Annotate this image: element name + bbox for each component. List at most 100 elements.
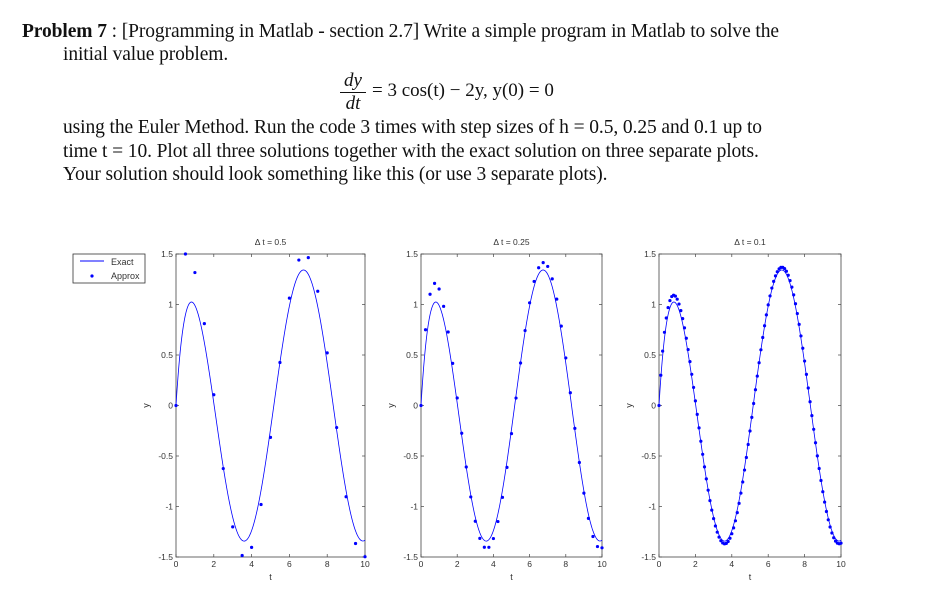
approx-point xyxy=(240,553,244,558)
legend-box xyxy=(72,253,146,284)
subplot-2: 0 2 4 6 8 10 -1.5 -1 -0.5 0 0.5 1 1.5 Δ t = 0.25 t y xyxy=(386,237,607,582)
approx-point xyxy=(423,328,428,332)
x-tick-label: 4 xyxy=(249,559,254,569)
approx-point xyxy=(733,519,738,523)
approx-point xyxy=(657,403,661,408)
approx-point xyxy=(595,544,600,549)
approx-point xyxy=(704,477,708,481)
approx-point xyxy=(325,351,329,355)
approx-point xyxy=(717,535,721,539)
y-tick-label: -1 xyxy=(410,502,418,512)
approx-point xyxy=(695,412,699,416)
approx-point xyxy=(344,495,348,499)
approx-point xyxy=(573,426,577,430)
approx-point xyxy=(432,281,437,285)
y-tick-label: -1.5 xyxy=(641,552,656,562)
approx-point xyxy=(713,524,718,528)
approx-point xyxy=(813,441,818,445)
approx-point xyxy=(832,536,836,540)
approx-point xyxy=(701,452,705,456)
x-axis-label: t xyxy=(749,572,752,582)
approx-point xyxy=(437,287,441,291)
approx-point xyxy=(744,455,748,460)
approx-point xyxy=(752,401,756,406)
approx-point xyxy=(792,293,796,297)
approx-point xyxy=(682,326,687,330)
approx-point xyxy=(753,388,758,392)
x-tick-label: 8 xyxy=(325,559,330,569)
x-tick-label: 6 xyxy=(527,559,532,569)
legend-exact-label: Exact xyxy=(111,257,134,267)
approx-point xyxy=(582,491,586,495)
exact-solution-line xyxy=(175,269,366,542)
approx-point xyxy=(715,530,719,534)
x-tick-label: 6 xyxy=(766,559,771,569)
approx-point xyxy=(768,294,772,298)
approx-point xyxy=(808,400,812,404)
approx-point xyxy=(803,359,807,363)
approx-point xyxy=(788,278,792,283)
approx-point xyxy=(732,526,736,530)
y-tick-label: 1.5 xyxy=(161,249,173,259)
y-axis-label: y xyxy=(624,403,634,408)
approx-point xyxy=(784,269,789,273)
y-tick-label: -1.5 xyxy=(403,552,418,562)
approx-point xyxy=(419,403,423,408)
approx-point xyxy=(568,391,572,395)
x-tick-label: 2 xyxy=(693,559,698,569)
approx-point xyxy=(762,324,767,328)
x-tick-label: 0 xyxy=(419,559,424,569)
subplot-1: 0 2 4 6 8 10 -1.5 -1 -0.5 0 0.5 1 1.5 Δ t = 0.5 t y xyxy=(141,237,370,582)
approx-point xyxy=(761,335,765,340)
approx-point xyxy=(675,297,679,301)
approx-point xyxy=(690,372,694,376)
approx-point xyxy=(335,425,339,430)
approx-point xyxy=(559,324,563,328)
approx-point xyxy=(804,372,809,376)
plot-title: Δ t = 0.1 xyxy=(734,237,766,247)
approx-point xyxy=(679,309,683,313)
approx-point xyxy=(231,525,235,529)
approx-point xyxy=(586,516,591,520)
approx-point xyxy=(801,346,805,350)
approx-point xyxy=(183,252,188,256)
approx-point xyxy=(773,274,778,278)
approx-point xyxy=(799,334,803,338)
x-tick-label: 10 xyxy=(597,559,607,569)
approx-point xyxy=(819,478,823,483)
approx-point xyxy=(278,360,282,365)
approx-point xyxy=(505,465,509,469)
problem-line-4: time t = 10. Plot all three solutions to… xyxy=(63,141,759,162)
approx-point xyxy=(509,431,514,436)
approx-point xyxy=(688,360,692,364)
approx-point xyxy=(726,539,730,544)
approx-point xyxy=(532,279,536,284)
axes-box xyxy=(175,253,366,558)
approx-point xyxy=(287,296,291,300)
approx-point xyxy=(442,304,446,308)
problem-intro: : [Programming in Matlab - section 2.7] … xyxy=(111,21,779,42)
approx-point xyxy=(766,303,770,307)
y-tick-label: 0 xyxy=(168,401,173,411)
approx-point xyxy=(564,356,568,360)
approx-point xyxy=(710,508,714,512)
x-tick-label: 10 xyxy=(836,559,846,569)
approx-point xyxy=(817,466,821,471)
approx-point xyxy=(446,330,450,334)
legend: Exact Approx xyxy=(72,253,146,284)
approx-point xyxy=(550,277,554,281)
x-axis-label: t xyxy=(510,572,513,582)
problem-line-2: initial value problem. xyxy=(63,44,229,65)
approx-point xyxy=(750,415,754,419)
approx-point xyxy=(673,294,677,298)
y-tick-label: 1.5 xyxy=(644,249,656,259)
approx-point xyxy=(600,546,604,550)
approx-point xyxy=(702,465,707,469)
approx-point xyxy=(686,347,690,352)
legend-approx-marker xyxy=(90,274,94,278)
approx-point xyxy=(259,502,263,507)
approx-point xyxy=(797,322,801,326)
approx-point xyxy=(782,267,787,271)
plot-title: Δ t = 0.5 xyxy=(255,237,287,247)
approx-point xyxy=(353,541,358,546)
